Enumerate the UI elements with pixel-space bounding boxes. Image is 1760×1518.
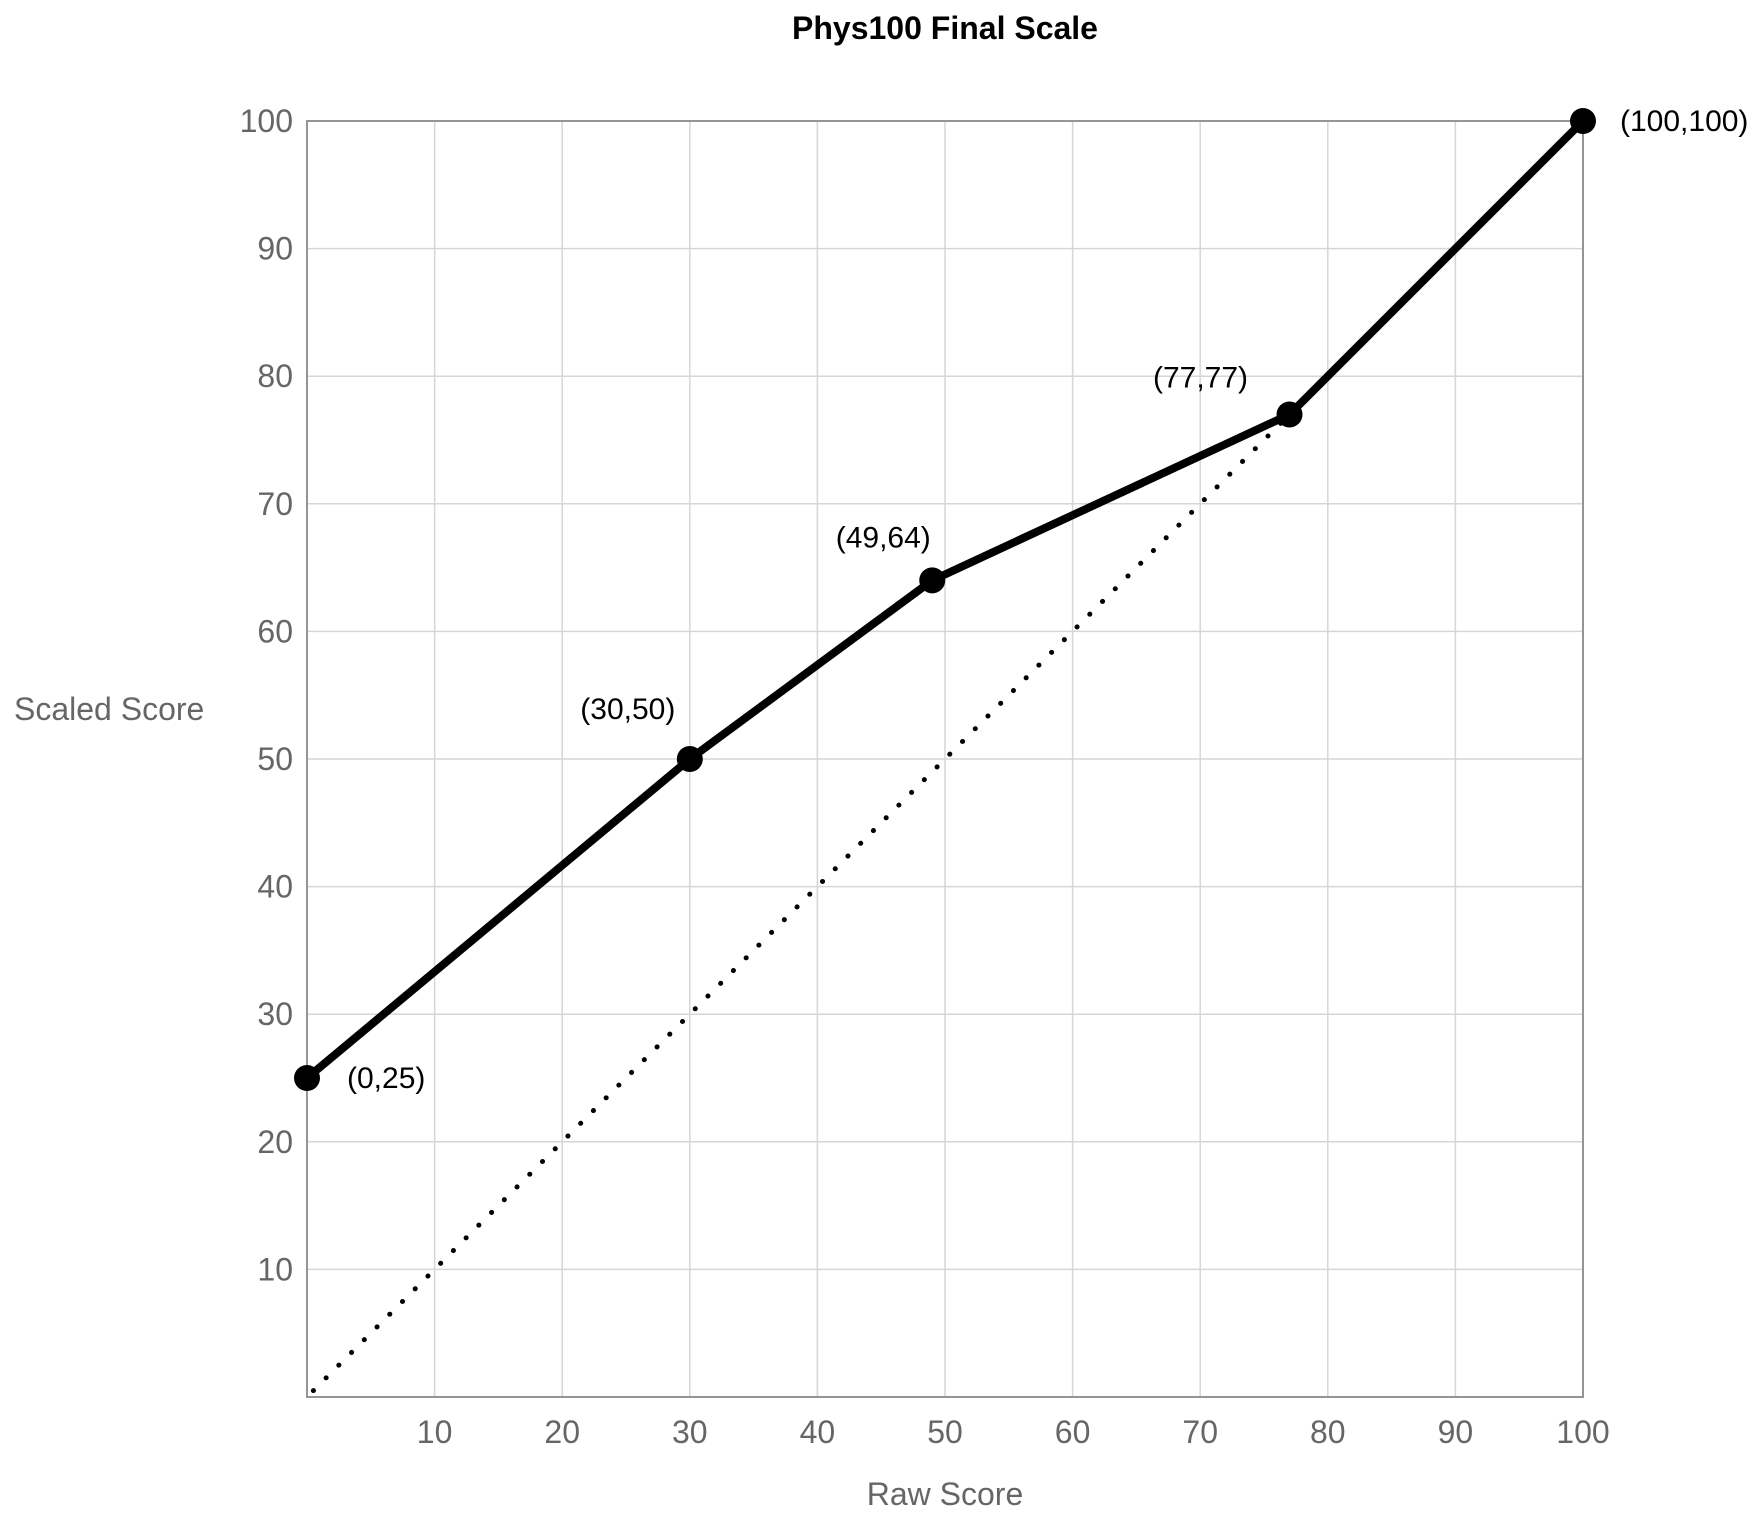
y-tick-label-50: 50 — [257, 741, 293, 777]
y-tick-label-10: 10 — [257, 1251, 293, 1287]
point-label-77-77: (77,77) — [1153, 361, 1248, 394]
x-axis-label: Raw Score — [866, 1476, 1024, 1512]
x-tick-label-90: 90 — [1438, 1414, 1474, 1450]
point-label-100-100: (100,100) — [1620, 105, 1748, 138]
data-point-77-77 — [1276, 401, 1303, 428]
y-tick-label-20: 20 — [257, 1124, 293, 1160]
y-tick-label-100: 100 — [240, 103, 293, 139]
chart-title: Phys100 Final Scale — [792, 10, 1098, 46]
point-label-49-64: (49,64) — [836, 521, 931, 554]
x-tick-label-100: 100 — [1556, 1414, 1609, 1450]
plot-border — [306, 120, 1584, 1398]
x-tick-label-20: 20 — [544, 1414, 580, 1450]
x-tick-label-30: 30 — [672, 1414, 708, 1450]
y-tick-label-30: 30 — [257, 996, 293, 1032]
data-point-30-50 — [676, 746, 703, 772]
point-label-0-25: (0,25) — [347, 1062, 425, 1095]
y-tick-label-90: 90 — [257, 231, 293, 267]
y-tick-label-70: 70 — [257, 486, 293, 522]
y-tick-label-80: 80 — [257, 358, 293, 394]
x-tick-label-70: 70 — [1182, 1414, 1218, 1450]
data-point-49-64 — [919, 567, 946, 594]
x-tick-label-50: 50 — [927, 1414, 963, 1450]
data-point-100-100 — [1570, 108, 1596, 134]
point-label-30-50: (30,50) — [580, 693, 675, 726]
x-tick-label-40: 40 — [800, 1414, 836, 1450]
y-tick-label-60: 60 — [257, 613, 293, 649]
x-tick-label-10: 10 — [417, 1414, 453, 1450]
data-point-0-25 — [294, 1065, 320, 1091]
y-tick-label-40: 40 — [257, 869, 293, 905]
x-tick-label-60: 60 — [1055, 1414, 1091, 1450]
x-tick-label-80: 80 — [1310, 1414, 1346, 1450]
y-axis-label: Scaled Score — [14, 691, 205, 727]
